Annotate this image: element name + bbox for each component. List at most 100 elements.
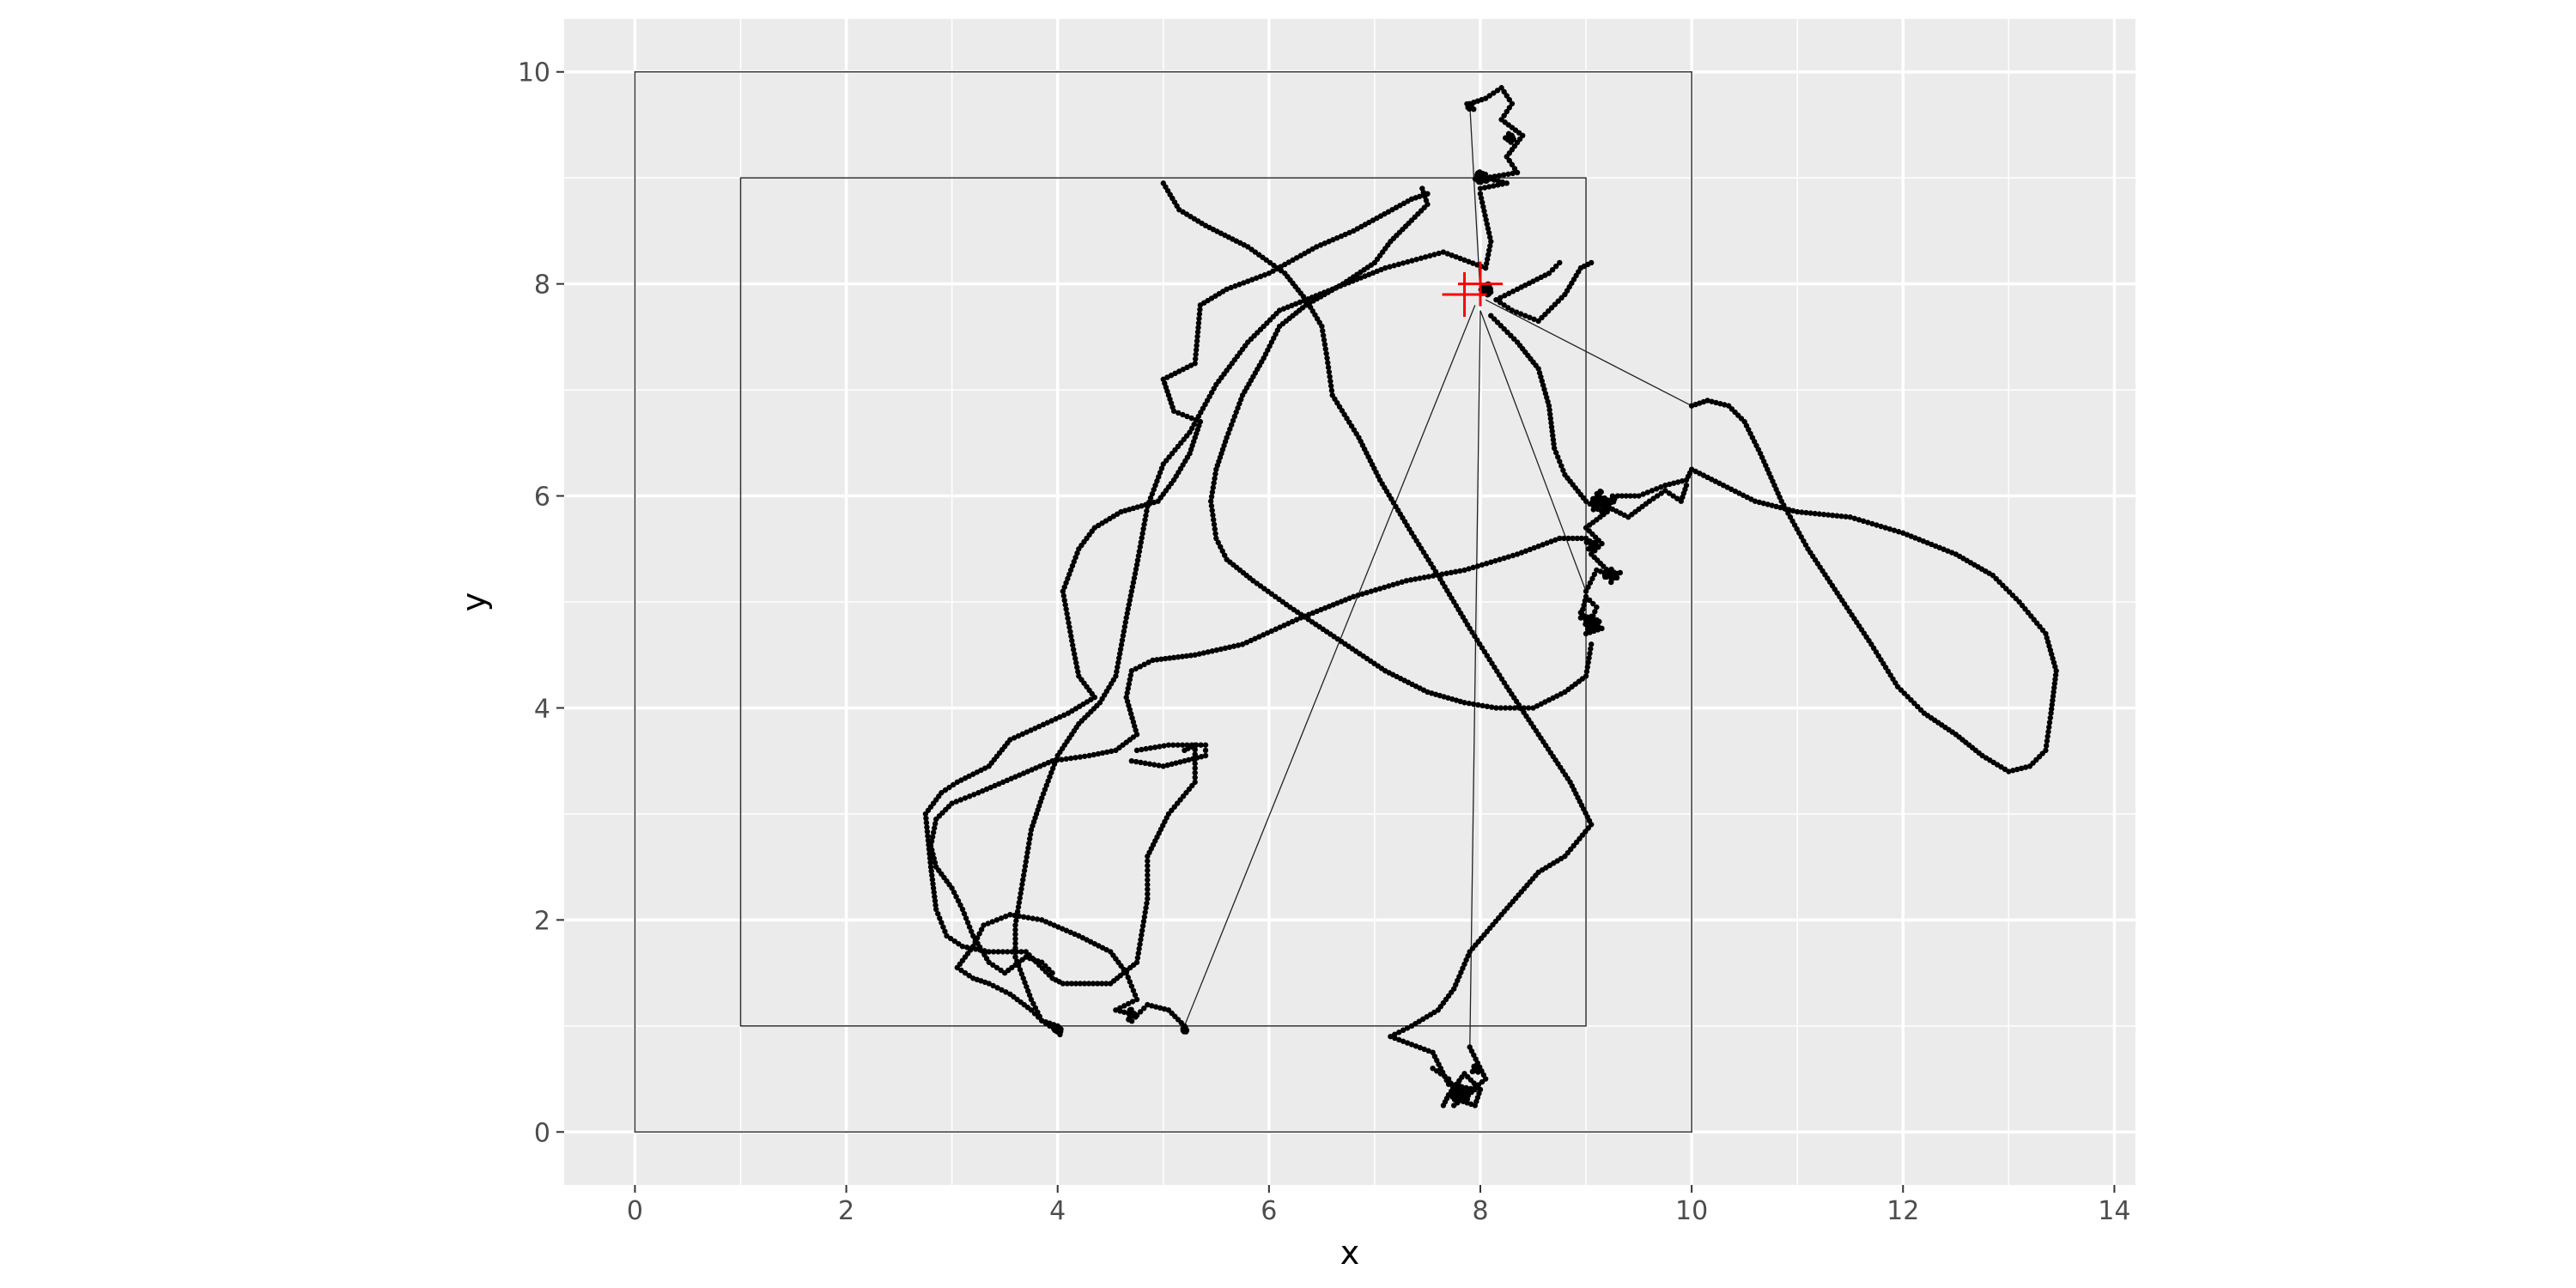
track-point bbox=[1882, 525, 1888, 531]
track-point bbox=[1812, 510, 1818, 517]
track-point bbox=[1503, 705, 1509, 711]
track-point bbox=[1188, 415, 1194, 422]
track-point bbox=[1090, 981, 1097, 987]
y-tick-label: 0 bbox=[534, 1118, 550, 1148]
track-point bbox=[1125, 606, 1131, 612]
track-point bbox=[957, 797, 964, 803]
track-point bbox=[1509, 307, 1516, 313]
track-point bbox=[1076, 546, 1082, 552]
track-point bbox=[950, 781, 957, 788]
track-point bbox=[1856, 517, 1862, 523]
track-point bbox=[1769, 502, 1775, 508]
track-point bbox=[1249, 276, 1255, 283]
track-point bbox=[1160, 763, 1166, 769]
track-point bbox=[1506, 96, 1513, 103]
track-point bbox=[966, 924, 973, 930]
track-point bbox=[999, 949, 1006, 955]
track-point bbox=[2044, 738, 2050, 744]
track-point bbox=[1020, 914, 1027, 920]
track-point bbox=[1586, 655, 1592, 661]
track-point bbox=[1113, 1007, 1119, 1013]
track-point bbox=[1583, 668, 1590, 675]
track-point bbox=[933, 902, 939, 908]
track-point bbox=[2050, 693, 2057, 700]
track-point bbox=[1574, 535, 1580, 542]
track-point bbox=[1587, 650, 1593, 657]
track-point bbox=[1461, 961, 1467, 968]
track-point bbox=[1404, 1025, 1411, 1031]
track-point bbox=[1085, 981, 1092, 987]
track-point bbox=[1756, 499, 1763, 506]
track-point bbox=[1418, 255, 1425, 261]
track-point bbox=[1326, 369, 1333, 375]
track-point bbox=[1073, 659, 1079, 666]
track-point bbox=[1499, 181, 1505, 187]
track-point bbox=[1015, 732, 1022, 739]
cluster-point bbox=[1589, 620, 1595, 626]
track-point bbox=[1467, 949, 1473, 955]
track-point bbox=[1670, 493, 1676, 499]
track-point bbox=[1195, 325, 1201, 331]
track-point bbox=[1807, 510, 1814, 516]
track-point bbox=[1834, 513, 1840, 519]
track-point bbox=[927, 842, 934, 849]
track-point bbox=[939, 920, 945, 926]
track-point bbox=[953, 894, 959, 900]
track-point bbox=[1041, 762, 1048, 768]
track-point bbox=[1228, 422, 1235, 428]
track-point bbox=[1170, 742, 1176, 748]
track-point bbox=[1725, 403, 1732, 409]
track-point bbox=[1504, 108, 1510, 115]
track-point bbox=[1025, 914, 1031, 920]
track-point bbox=[990, 982, 996, 989]
track-point bbox=[1063, 580, 1069, 586]
track-point bbox=[1560, 467, 1566, 473]
track-point bbox=[1059, 926, 1066, 932]
track-point bbox=[1589, 259, 1595, 266]
track-point bbox=[925, 833, 931, 839]
track-point bbox=[999, 779, 1006, 786]
track-point bbox=[1494, 88, 1501, 94]
track-point bbox=[1018, 890, 1024, 896]
track-point bbox=[1071, 558, 1077, 565]
cluster-point bbox=[1462, 1092, 1468, 1098]
track-point bbox=[1129, 584, 1136, 590]
track-point bbox=[1475, 702, 1481, 708]
track-point bbox=[1535, 543, 1541, 550]
track-point bbox=[1136, 548, 1143, 555]
track-point bbox=[927, 860, 933, 866]
track-point bbox=[1127, 979, 1133, 985]
track-point bbox=[1134, 557, 1141, 563]
track-point bbox=[1114, 668, 1120, 675]
track-point bbox=[1012, 950, 1018, 956]
track-point bbox=[1590, 600, 1596, 607]
x-tick-label: 4 bbox=[1049, 1196, 1066, 1226]
track-point bbox=[1581, 602, 1587, 608]
track-point bbox=[1585, 584, 1591, 590]
cluster-point bbox=[1057, 1029, 1064, 1035]
track-point bbox=[1145, 890, 1151, 897]
track-point bbox=[1321, 240, 1328, 246]
track-point bbox=[1128, 983, 1135, 989]
plus-marker bbox=[1442, 271, 1487, 317]
track-point bbox=[1197, 302, 1204, 308]
track-point bbox=[1072, 931, 1078, 938]
track-point bbox=[1493, 296, 1499, 303]
track-point bbox=[1145, 503, 1151, 510]
track-point bbox=[1470, 260, 1476, 266]
track-point bbox=[1126, 601, 1132, 608]
track-point bbox=[1072, 554, 1078, 561]
x-tick-label: 0 bbox=[627, 1196, 643, 1226]
track-point bbox=[1068, 981, 1075, 987]
track-point bbox=[1760, 500, 1767, 507]
track-point bbox=[1851, 515, 1858, 521]
track-point bbox=[1253, 275, 1260, 282]
track-point bbox=[927, 864, 934, 870]
track-point bbox=[1323, 350, 1329, 356]
track-point bbox=[1583, 630, 1589, 637]
track-point bbox=[1179, 653, 1186, 659]
track-point bbox=[1546, 407, 1552, 413]
track-point bbox=[1121, 1009, 1127, 1015]
track-point bbox=[1542, 391, 1549, 397]
track-point bbox=[1717, 400, 1723, 407]
